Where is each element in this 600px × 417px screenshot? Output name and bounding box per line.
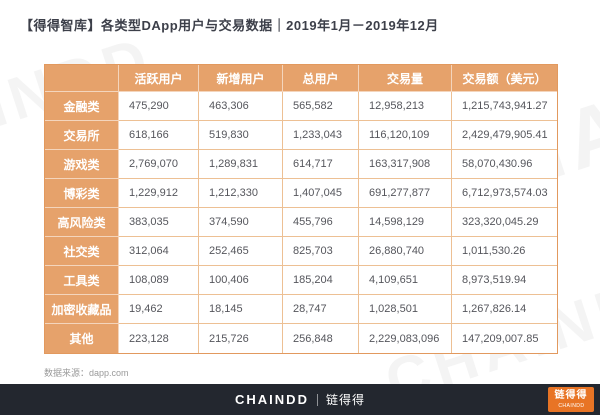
table-cell: 323,320,045.29: [452, 208, 557, 237]
table-header-row: 活跃用户 新增用户 总用户 交易量 交易额（美元）: [45, 65, 557, 92]
table-cell: 1,267,826.14: [452, 295, 557, 324]
table-row: 博彩类 1,229,912 1,212,330 1,407,045 691,27…: [45, 179, 557, 208]
table-cell: 116,120,109: [359, 121, 452, 150]
table-cell: 26,880,740: [359, 237, 452, 266]
table-row: 社交类 312,064 252,465 825,703 26,880,740 1…: [45, 237, 557, 266]
chaindd-logo-cn: 链得得: [554, 389, 588, 401]
row-label: 工具类: [45, 266, 119, 295]
table-cell: 1,212,330: [199, 179, 283, 208]
dapp-data-table: 活跃用户 新增用户 总用户 交易量 交易额（美元） 金融类 475,290 46…: [44, 64, 558, 354]
table-cell: 2,429,479,905.41: [452, 121, 557, 150]
row-label: 其他: [45, 324, 119, 353]
column-header: 交易额（美元）: [452, 65, 557, 92]
title-prefix: 【得得智库】: [20, 18, 102, 33]
table-row: 工具类 108,089 100,406 185,204 4,109,651 8,…: [45, 266, 557, 295]
table-cell: 147,209,007.85: [452, 324, 557, 353]
table-cell: 1,215,743,941.27: [452, 92, 557, 121]
table-cell: 6,712,973,574.03: [452, 179, 557, 208]
row-label: 高风险类: [45, 208, 119, 237]
table-row: 高风险类 383,035 374,590 455,796 14,598,129 …: [45, 208, 557, 237]
table-cell: 108,089: [119, 266, 199, 295]
table-cell: 8,973,519.94: [452, 266, 557, 295]
chaindd-logo-en: CHAINDD: [557, 402, 585, 409]
table-row: 交易所 618,166 519,830 1,233,043 116,120,10…: [45, 121, 557, 150]
table-cell: 1,233,043: [283, 121, 359, 150]
table-cell: 618,166: [119, 121, 199, 150]
footer-bar: CHAINDD 链得得: [0, 384, 600, 415]
table-cell: 4,109,651: [359, 266, 452, 295]
table-cell: 223,128: [119, 324, 199, 353]
table-cell: 1,011,530.26: [452, 237, 557, 266]
table-row: 其他 223,128 215,726 256,848 2,229,083,096…: [45, 324, 557, 353]
table-cell: 1,229,912: [119, 179, 199, 208]
table-cell: 374,590: [199, 208, 283, 237]
table-cell: 252,465: [199, 237, 283, 266]
table-cell: 2,229,083,096: [359, 324, 452, 353]
column-header: 交易量: [359, 65, 452, 92]
table-cell: 1,289,831: [199, 150, 283, 179]
table-cell: 185,204: [283, 266, 359, 295]
table-cell: 19,462: [119, 295, 199, 324]
column-header: 新增用户: [199, 65, 283, 92]
table-cell: 215,726: [199, 324, 283, 353]
footer-brand-cn: 链得得: [325, 393, 365, 407]
table-cell: 28,747: [283, 295, 359, 324]
table-cell: 1,028,501: [359, 295, 452, 324]
table-cell: 455,796: [283, 208, 359, 237]
table-cell: 1,407,045: [283, 179, 359, 208]
table-cell: 691,277,877: [359, 179, 452, 208]
title-main: 各类型DApp用户与交易数据｜2019年1月－2019年12月: [101, 18, 439, 33]
footer-brand-en: CHAINDD: [235, 392, 309, 407]
table-cell: 2,769,070: [119, 150, 199, 179]
row-label: 游戏类: [45, 150, 119, 179]
table-cell: 163,317,908: [359, 150, 452, 179]
table-cell: 256,848: [283, 324, 359, 353]
table-corner-cell: [45, 65, 119, 92]
row-label: 加密收藏品: [45, 295, 119, 324]
chaindd-logo: 链得得 CHAINDD: [548, 387, 594, 412]
table-row: 游戏类 2,769,070 1,289,831 614,717 163,317,…: [45, 150, 557, 179]
table-cell: 383,035: [119, 208, 199, 237]
page-title: 【得得智库】各类型DApp用户与交易数据｜2019年1月－2019年12月: [20, 15, 439, 34]
table-cell: 565,582: [283, 92, 359, 121]
table-cell: 475,290: [119, 92, 199, 121]
row-label: 金融类: [45, 92, 119, 121]
table-cell: 463,306: [199, 92, 283, 121]
data-source: 数据来源：dapp.com: [44, 368, 129, 378]
footer-divider: [316, 393, 318, 406]
table-cell: 312,064: [119, 237, 199, 266]
table-cell: 614,717: [283, 150, 359, 179]
column-header: 活跃用户: [119, 65, 199, 92]
table-cell: 519,830: [199, 121, 283, 150]
table-cell: 825,703: [283, 237, 359, 266]
table-cell: 14,598,129: [359, 208, 452, 237]
row-label: 博彩类: [45, 179, 119, 208]
table-cell: 12,958,213: [359, 92, 452, 121]
row-label: 交易所: [45, 121, 119, 150]
table-row: 金融类 475,290 463,306 565,582 12,958,213 1…: [45, 92, 557, 121]
table-cell: 100,406: [199, 266, 283, 295]
row-label: 社交类: [45, 237, 119, 266]
column-header: 总用户: [283, 65, 359, 92]
table-cell: 58,070,430.96: [452, 150, 557, 179]
table-cell: 18,145: [199, 295, 283, 324]
table-row: 加密收藏品 19,462 18,145 28,747 1,028,501 1,2…: [45, 295, 557, 324]
